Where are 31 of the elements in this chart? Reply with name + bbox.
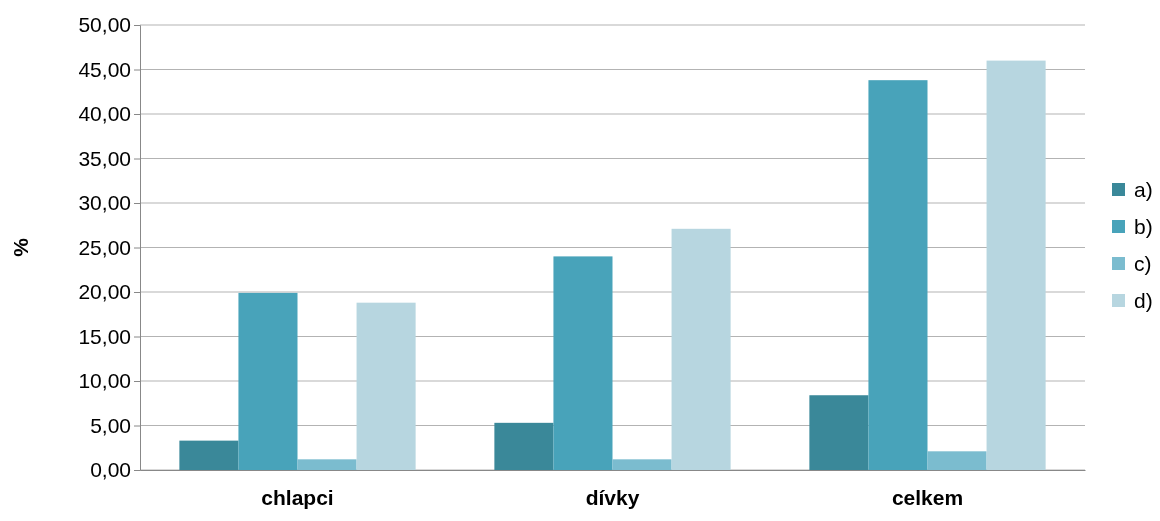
bar — [494, 422, 554, 470]
x-tick-label: celkem — [891, 485, 964, 509]
bar — [238, 292, 298, 470]
y-tick-label: 5,00 — [90, 413, 131, 437]
bar — [297, 459, 357, 470]
x-tick-label: dívky — [585, 485, 640, 509]
bar — [356, 302, 416, 470]
bar — [553, 256, 613, 470]
y-tick-label: 10,00 — [78, 369, 131, 393]
bar — [671, 228, 731, 470]
y-tick-label: 15,00 — [78, 324, 131, 348]
legend-label: a) — [1134, 178, 1153, 201]
bar — [927, 451, 987, 470]
bar — [986, 60, 1046, 470]
y-tick-label: 40,00 — [78, 102, 131, 126]
legend-label: c) — [1134, 252, 1152, 275]
bar — [612, 459, 672, 470]
legend-label: b) — [1134, 215, 1153, 238]
bar — [179, 440, 239, 470]
y-tick-label: 30,00 — [78, 191, 131, 215]
y-tick-label: 45,00 — [78, 57, 131, 81]
bar — [868, 80, 928, 470]
y-tick-label: 20,00 — [78, 280, 131, 304]
x-tick-label: chlapci — [261, 485, 334, 509]
y-tick-label: 0,00 — [90, 458, 131, 482]
legend-label: d) — [1134, 289, 1153, 312]
y-tick-label: 50,00 — [78, 13, 131, 37]
y-tick-label: 35,00 — [78, 146, 131, 170]
y-tick-label: 25,00 — [78, 235, 131, 259]
bar — [809, 395, 869, 470]
y-axis-title: % — [9, 237, 32, 257]
